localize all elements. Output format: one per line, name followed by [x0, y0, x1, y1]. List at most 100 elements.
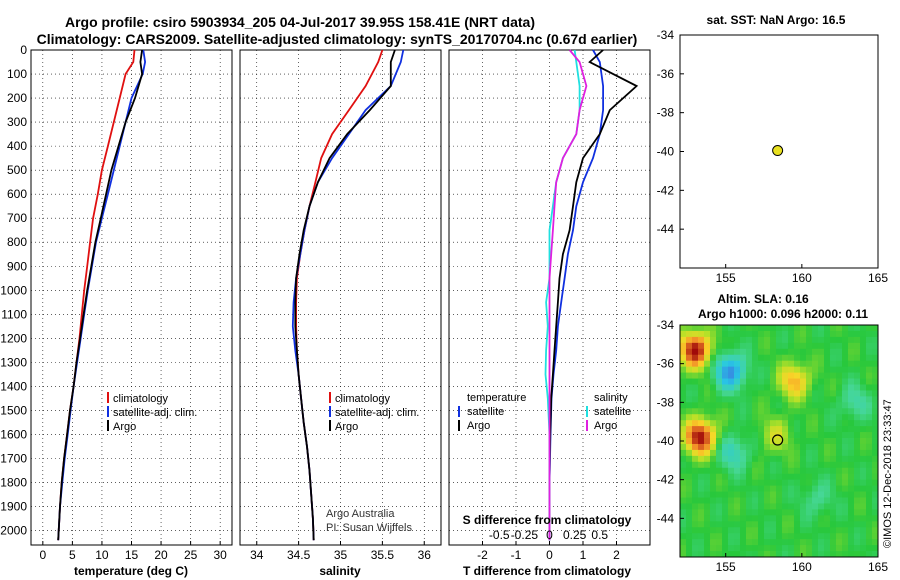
sla-cell — [836, 497, 843, 504]
sla-cell — [818, 402, 825, 409]
sla-cell — [752, 461, 759, 469]
sla-cell — [782, 503, 789, 510]
map-x-tick-label: 160 — [792, 271, 812, 285]
sla-cell — [686, 455, 693, 463]
sla-cell — [854, 449, 861, 457]
sla-cell — [788, 515, 795, 522]
sla-cell — [728, 402, 735, 409]
sla-cell — [824, 348, 831, 356]
sla-cell — [842, 551, 849, 558]
sla-cell — [680, 432, 687, 439]
sla-cell — [824, 515, 831, 522]
sla-cell — [734, 366, 741, 373]
sla-cell — [740, 491, 747, 498]
sla-cell — [716, 342, 723, 350]
sla-cell — [860, 485, 867, 492]
sla-cell — [836, 426, 843, 433]
sla-cell — [806, 551, 813, 558]
sla-cell — [716, 432, 723, 439]
sla-cell — [812, 533, 819, 540]
sla-cell — [752, 479, 759, 487]
sla-cell — [734, 330, 741, 338]
sla-cell — [680, 473, 687, 481]
credit-line1: Argo Australia — [326, 508, 395, 520]
sla-cell — [818, 366, 825, 373]
sla-cell — [764, 414, 771, 421]
sla-cell — [794, 384, 801, 391]
sla-cell — [824, 360, 831, 368]
sla-cell — [854, 354, 861, 362]
sla-cell — [812, 491, 819, 498]
sla-cell — [710, 348, 717, 356]
sla-cell — [776, 533, 783, 540]
sla-cell — [788, 432, 795, 439]
sla-cell — [698, 461, 705, 469]
sla-cell — [794, 325, 801, 332]
sla-cell — [812, 426, 819, 433]
sla-cell — [686, 473, 693, 481]
sla-cell — [812, 473, 819, 481]
sla-cell — [800, 414, 807, 421]
sla-cell — [848, 354, 855, 362]
sla-cell — [758, 455, 765, 463]
sla-cell — [782, 527, 789, 534]
sla-cell — [698, 426, 705, 433]
sla-cell — [848, 426, 855, 433]
sla-cell — [722, 545, 729, 552]
sla-cell — [698, 491, 705, 498]
sla-cell — [752, 366, 759, 373]
sla-cell — [728, 527, 735, 534]
sla-cell — [740, 342, 747, 350]
map-y-tick-label: -40 — [657, 145, 675, 159]
sla-cell — [716, 491, 723, 498]
sla-cell — [728, 438, 735, 445]
sla-cell — [710, 414, 717, 421]
sla-cell — [854, 539, 861, 546]
sla-cell — [680, 449, 687, 457]
sla-cell — [788, 491, 795, 498]
sla-cell — [782, 325, 789, 332]
sla-cell — [830, 325, 837, 332]
sla-cell — [770, 503, 777, 510]
sla-cell — [728, 545, 735, 552]
map-y-tick-label: -36 — [657, 357, 675, 371]
difference-legend: temperature satellite Argo salinity sate… — [458, 392, 631, 432]
sla-cell — [692, 491, 699, 498]
sla-cell — [716, 330, 723, 338]
sla-cell — [824, 491, 831, 498]
sla-cell — [680, 372, 687, 379]
sla-cell — [800, 438, 807, 445]
sla-cell — [794, 408, 801, 415]
sla-cell — [812, 384, 819, 391]
sla-cell — [794, 467, 801, 475]
sla-cell — [866, 539, 873, 546]
sla-cell — [740, 551, 747, 558]
sla-cell — [794, 426, 801, 433]
sla-cell — [746, 521, 753, 528]
sla-cell — [788, 539, 795, 546]
sla-cell — [704, 503, 711, 510]
sla-cell — [848, 449, 855, 457]
sla-cell — [746, 455, 753, 463]
sla-cell — [854, 443, 861, 451]
sla-cell — [698, 443, 705, 451]
sla-cell — [686, 378, 693, 385]
sla-cell — [794, 330, 801, 338]
sla-cell — [824, 467, 831, 475]
sla-cell — [746, 545, 753, 552]
sla-cell — [866, 348, 873, 356]
sla-cell — [734, 455, 741, 463]
sla-cell — [818, 461, 825, 469]
sla-cell — [806, 479, 813, 487]
sla-cell — [872, 325, 879, 332]
sla-cell — [734, 509, 741, 516]
sla-cell — [752, 378, 759, 385]
sla-cell — [764, 384, 771, 391]
sla-cell — [860, 348, 867, 356]
sla-cell — [860, 527, 867, 534]
sla-cell — [698, 521, 705, 528]
sla-cell — [770, 473, 777, 481]
sla-cell — [788, 551, 795, 558]
sla-cell — [770, 515, 777, 522]
sla-cell — [860, 521, 867, 528]
